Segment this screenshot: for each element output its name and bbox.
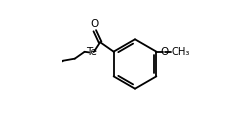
Text: Te: Te: [86, 47, 97, 57]
Text: O: O: [160, 47, 168, 57]
Text: O: O: [90, 19, 98, 29]
Text: CH₃: CH₃: [171, 47, 190, 57]
